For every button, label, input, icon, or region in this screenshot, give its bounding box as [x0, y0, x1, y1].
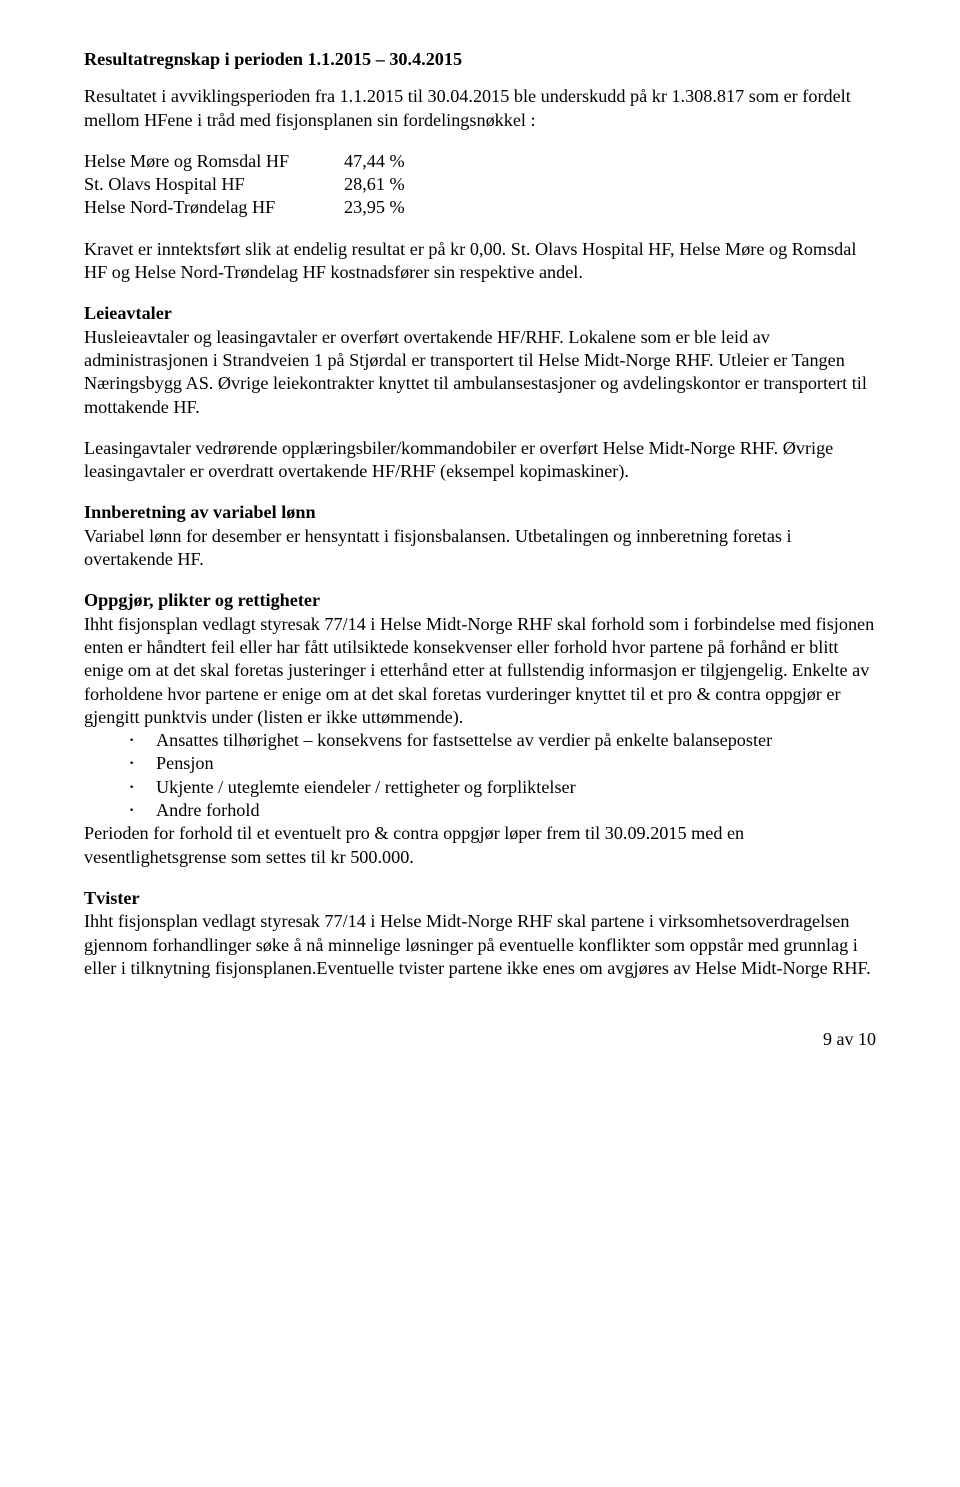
innberetning-body: Variabel lønn for desember er hensyntatt…	[84, 526, 792, 569]
allocation-table: Helse Møre og Romsdal HF 47,44 % St. Ola…	[84, 150, 876, 220]
alloc-pct-1: 28,61 %	[344, 173, 876, 196]
bullet-1: Pensjon	[128, 752, 876, 775]
alloc-name-2: Helse Nord-Trøndelag HF	[84, 196, 344, 219]
oppgjor-tail: Perioden for forhold til et eventuelt pr…	[84, 822, 876, 869]
oppgjor-section: Oppgjør, plikter og rettigheter Ihht fis…	[84, 589, 876, 729]
oppgjor-heading: Oppgjør, plikter og rettigheter	[84, 589, 876, 612]
innberetning-heading: Innberetning av variabel lønn	[84, 501, 876, 524]
alloc-pct-2: 23,95 %	[344, 196, 876, 219]
leieavtaler-body: Husleieavtaler og leasingavtaler er over…	[84, 327, 867, 417]
bullet-3: Andre forhold	[128, 799, 876, 822]
leieavtaler-section: Leieavtaler Husleieavtaler og leasingavt…	[84, 302, 876, 418]
intro-paragraph: Resultatet i avviklingsperioden fra 1.1.…	[84, 85, 876, 132]
alloc-pct-0: 47,44 %	[344, 150, 876, 173]
leieavtaler-heading: Leieavtaler	[84, 302, 876, 325]
alloc-name-1: St. Olavs Hospital HF	[84, 173, 344, 196]
tvister-heading: Tvister	[84, 887, 876, 910]
oppgjor-body: Ihht fisjonsplan vedlagt styresak 77/14 …	[84, 614, 874, 727]
tvister-section: Tvister Ihht fisjonsplan vedlagt styresa…	[84, 887, 876, 980]
tvister-body: Ihht fisjonsplan vedlagt styresak 77/14 …	[84, 911, 871, 978]
heading-resultatregnskap: Resultatregnskap i perioden 1.1.2015 – 3…	[84, 48, 876, 71]
kravet-paragraph: Kravet er inntektsført slik at endelig r…	[84, 238, 876, 285]
leasing-paragraph: Leasingavtaler vedrørende opplæringsbile…	[84, 437, 876, 484]
page-footer: 9 av 10	[84, 1028, 876, 1051]
innberetning-section: Innberetning av variabel lønn Variabel l…	[84, 501, 876, 571]
bullet-list: Ansattes tilhørighet – konsekvens for fa…	[128, 729, 876, 822]
bullet-2: Ukjente / uteglemte eiendeler / rettighe…	[128, 776, 876, 799]
bullet-0: Ansattes tilhørighet – konsekvens for fa…	[128, 729, 876, 752]
alloc-name-0: Helse Møre og Romsdal HF	[84, 150, 344, 173]
